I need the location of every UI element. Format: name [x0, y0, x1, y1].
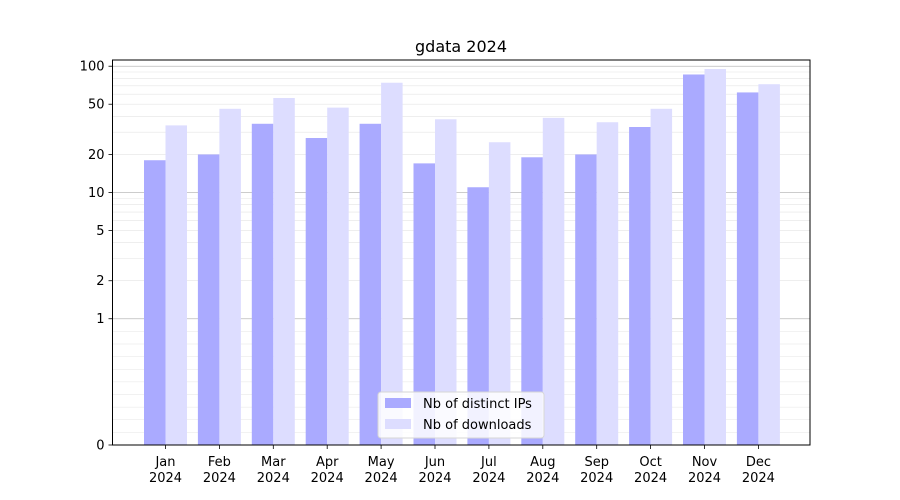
bar-downloads [435, 119, 457, 446]
y-tick-label: 10 [88, 186, 105, 201]
bar-downloads [596, 122, 619, 445]
x-tick-label: Jun 2024 [418, 455, 451, 486]
x-tick-label: Feb 2024 [203, 455, 236, 486]
bar-downloads [273, 98, 295, 446]
bar-downloads [488, 142, 511, 446]
bar-distinct-ips [413, 163, 435, 445]
y-tick-label: 20 [88, 148, 105, 163]
chart-title: gdata 2024 [415, 37, 507, 56]
bar-distinct-ips [736, 92, 759, 446]
y-tick-label: 0 [96, 439, 104, 454]
bar-downloads [327, 107, 349, 445]
x-tick-label: Oct 2024 [634, 455, 667, 486]
legend-swatch [385, 419, 411, 429]
y-tick-label: 100 [80, 60, 105, 75]
x-tick-label: Jan 2024 [149, 455, 182, 486]
bar-distinct-ips [144, 160, 166, 445]
bar-distinct-ips [521, 157, 543, 446]
x-tick-label: Sep 2024 [580, 455, 613, 486]
bar-distinct-ips [251, 123, 274, 445]
bar-distinct-ips [359, 123, 382, 445]
bar-distinct-ips [467, 187, 489, 445]
bar-downloads [758, 84, 780, 445]
bars [144, 69, 780, 446]
x-tick-label: Apr 2024 [311, 455, 344, 486]
bar-distinct-ips [575, 154, 597, 445]
bar-downloads [381, 82, 403, 446]
x-tick-label: Aug 2024 [526, 455, 559, 486]
bar-distinct-ips [305, 138, 328, 445]
legend-box [377, 391, 545, 439]
bar-distinct-ips [683, 74, 705, 445]
plot-frame [112, 59, 811, 446]
legend-swatch [385, 398, 411, 408]
y-tick-label: 2 [96, 274, 104, 289]
x-tick-label: May 2024 [365, 455, 398, 486]
legend-label: Nb of distinct IPs [423, 397, 532, 412]
y-tick-label: 1 [96, 312, 104, 327]
bar-downloads [542, 117, 565, 445]
x-tick-label: Nov 2024 [688, 455, 721, 486]
bar-downloads [165, 125, 187, 445]
bar-downloads [650, 108, 673, 445]
legend-label: Nb of downloads [423, 418, 532, 433]
x-axis: Jan 2024 Feb 2024 Mar 2024 Apr 2024 May 2024 Jun 20… [149, 445, 775, 486]
x-tick-label: Jul 2024 [472, 455, 505, 486]
x-tick-label: Dec 2024 [742, 455, 775, 486]
y-tick-label: 50 [88, 98, 105, 113]
y-tick-label: 5 [96, 224, 104, 239]
bar-downloads [219, 108, 241, 445]
bar-distinct-ips [197, 154, 220, 445]
bar-downloads [704, 69, 726, 446]
legend: Nb of distinct IPs Nb of downloads [377, 391, 545, 439]
y-axis: 0 1 2 5 10 20 50 100 [80, 60, 113, 454]
bar-distinct-ips [629, 127, 651, 446]
x-tick-label: Mar 2024 [257, 455, 290, 486]
